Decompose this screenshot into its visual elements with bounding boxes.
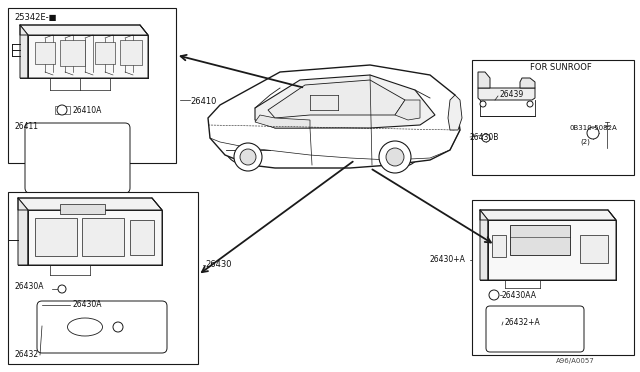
Polygon shape: [18, 198, 28, 265]
Circle shape: [234, 143, 262, 171]
Circle shape: [57, 105, 67, 115]
Text: 25342E-■: 25342E-■: [14, 13, 56, 22]
Bar: [580, 235, 608, 263]
Text: FOR SUNROOF: FOR SUNROOF: [530, 63, 592, 72]
Bar: [510, 225, 570, 255]
Polygon shape: [480, 210, 488, 280]
Text: 26439: 26439: [500, 90, 524, 99]
Polygon shape: [208, 65, 460, 168]
Bar: [8, 192, 198, 364]
Circle shape: [386, 148, 404, 166]
Bar: [472, 60, 634, 175]
Bar: [60, 204, 105, 214]
Text: 26430A: 26430A: [14, 282, 44, 291]
Polygon shape: [480, 210, 616, 220]
Bar: [472, 200, 634, 355]
Circle shape: [240, 149, 256, 165]
Text: 26430: 26430: [205, 260, 232, 269]
Circle shape: [58, 285, 66, 293]
Polygon shape: [268, 80, 405, 118]
Text: 26430AA: 26430AA: [502, 291, 537, 300]
FancyBboxPatch shape: [25, 123, 130, 193]
Polygon shape: [20, 25, 148, 35]
Circle shape: [527, 101, 533, 107]
Polygon shape: [28, 35, 148, 78]
Text: 26432+A: 26432+A: [505, 318, 541, 327]
Bar: [60, 40, 85, 66]
Polygon shape: [520, 78, 535, 88]
Polygon shape: [448, 95, 462, 130]
Text: 26410: 26410: [190, 97, 216, 106]
Text: (2): (2): [580, 138, 590, 144]
Polygon shape: [395, 100, 420, 120]
Text: 26410A: 26410A: [72, 106, 101, 115]
Ellipse shape: [67, 318, 102, 336]
Bar: [492, 235, 506, 257]
Polygon shape: [488, 220, 616, 280]
Text: 26411: 26411: [14, 122, 38, 131]
Circle shape: [489, 290, 499, 300]
Polygon shape: [478, 88, 535, 100]
Bar: [95, 42, 115, 64]
Polygon shape: [28, 210, 162, 265]
Text: 0B310-5082A: 0B310-5082A: [570, 125, 618, 131]
Polygon shape: [255, 75, 435, 128]
Bar: [55, 106, 70, 114]
Circle shape: [482, 134, 490, 142]
Bar: [130, 220, 154, 255]
Circle shape: [587, 127, 599, 139]
Polygon shape: [20, 25, 28, 78]
Polygon shape: [478, 72, 490, 88]
Bar: [8, 8, 176, 163]
Bar: [120, 40, 142, 65]
Text: 26432: 26432: [14, 350, 38, 359]
Bar: [82, 218, 124, 256]
Polygon shape: [255, 115, 310, 128]
Polygon shape: [18, 198, 162, 210]
Circle shape: [113, 322, 123, 332]
Circle shape: [379, 141, 411, 173]
Circle shape: [480, 101, 486, 107]
Text: 26430+A: 26430+A: [430, 255, 466, 264]
Text: 26430A: 26430A: [72, 300, 102, 309]
FancyBboxPatch shape: [486, 306, 584, 352]
Text: A96/A0057: A96/A0057: [556, 358, 595, 364]
Text: 26430B: 26430B: [470, 133, 499, 142]
Bar: [35, 42, 55, 64]
Bar: [35, 218, 77, 256]
FancyBboxPatch shape: [37, 301, 167, 353]
